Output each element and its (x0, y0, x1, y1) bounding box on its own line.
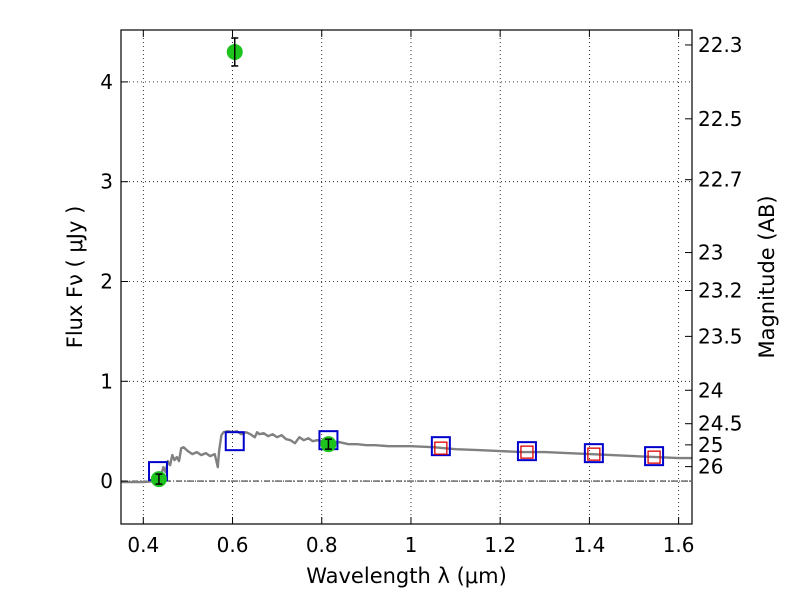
y-tick-label: 4 (100, 70, 113, 94)
observed-points (150, 37, 337, 488)
x-tick-label: 0.6 (217, 533, 249, 557)
magnitude-tick-label: 24 (698, 378, 723, 402)
magnitude-tick-label: 22.3 (698, 33, 743, 57)
photometry-squares (148, 430, 665, 482)
magnitude-tick-label: 23.5 (698, 324, 743, 348)
x-axis-title: Wavelength λ (μm) (306, 564, 507, 588)
grid (121, 30, 692, 524)
magnitude-tick-label: 22.7 (698, 168, 743, 192)
magnitude-tick-label: 26 (698, 455, 723, 479)
model-flux-square (644, 446, 665, 467)
sed-layer (121, 430, 692, 484)
model-flux-square-red (647, 450, 661, 464)
model-flux-square (583, 443, 604, 464)
magnitude-tick-label: 22.5 (698, 107, 743, 131)
axis-ticks: 0.4 0.6 0.8 1 1.2 1.4 1.60123422.322.522.72323… (100, 30, 743, 557)
magnitude-tick-label: 23.2 (698, 278, 743, 302)
model-flux-square (516, 441, 537, 462)
x-tick-label: 0.4 (127, 533, 159, 557)
model-flux-square (224, 431, 245, 452)
y-tick-label: 2 (100, 269, 113, 293)
y-tick-label: 0 (100, 469, 113, 493)
x-tick-label: 1.2 (484, 533, 516, 557)
magnitude-axis-title: Magnitude (AB) (755, 195, 779, 358)
magnitude-tick-label: 25 (698, 433, 723, 457)
sed-model-curve (121, 430, 692, 484)
x-tick-label: 1 (405, 533, 418, 557)
model-flux-square-red (587, 447, 601, 461)
model-flux-square (430, 436, 451, 457)
x-tick-label: 0.8 (306, 533, 338, 557)
x-tick-label: 1.6 (663, 533, 695, 557)
y-axis-title: Flux Fν ( μJy ) (63, 206, 87, 349)
magnitude-tick-label: 23 (698, 241, 723, 265)
model-flux-square-red (520, 445, 534, 459)
model-flux-square-red (434, 441, 448, 455)
y-tick-label: 3 (100, 170, 113, 194)
y-tick-label: 1 (100, 369, 113, 393)
magnitude-tick-label: 24.5 (698, 412, 743, 436)
x-tick-label: 1.4 (573, 533, 605, 557)
plot-frame (120, 29, 693, 525)
